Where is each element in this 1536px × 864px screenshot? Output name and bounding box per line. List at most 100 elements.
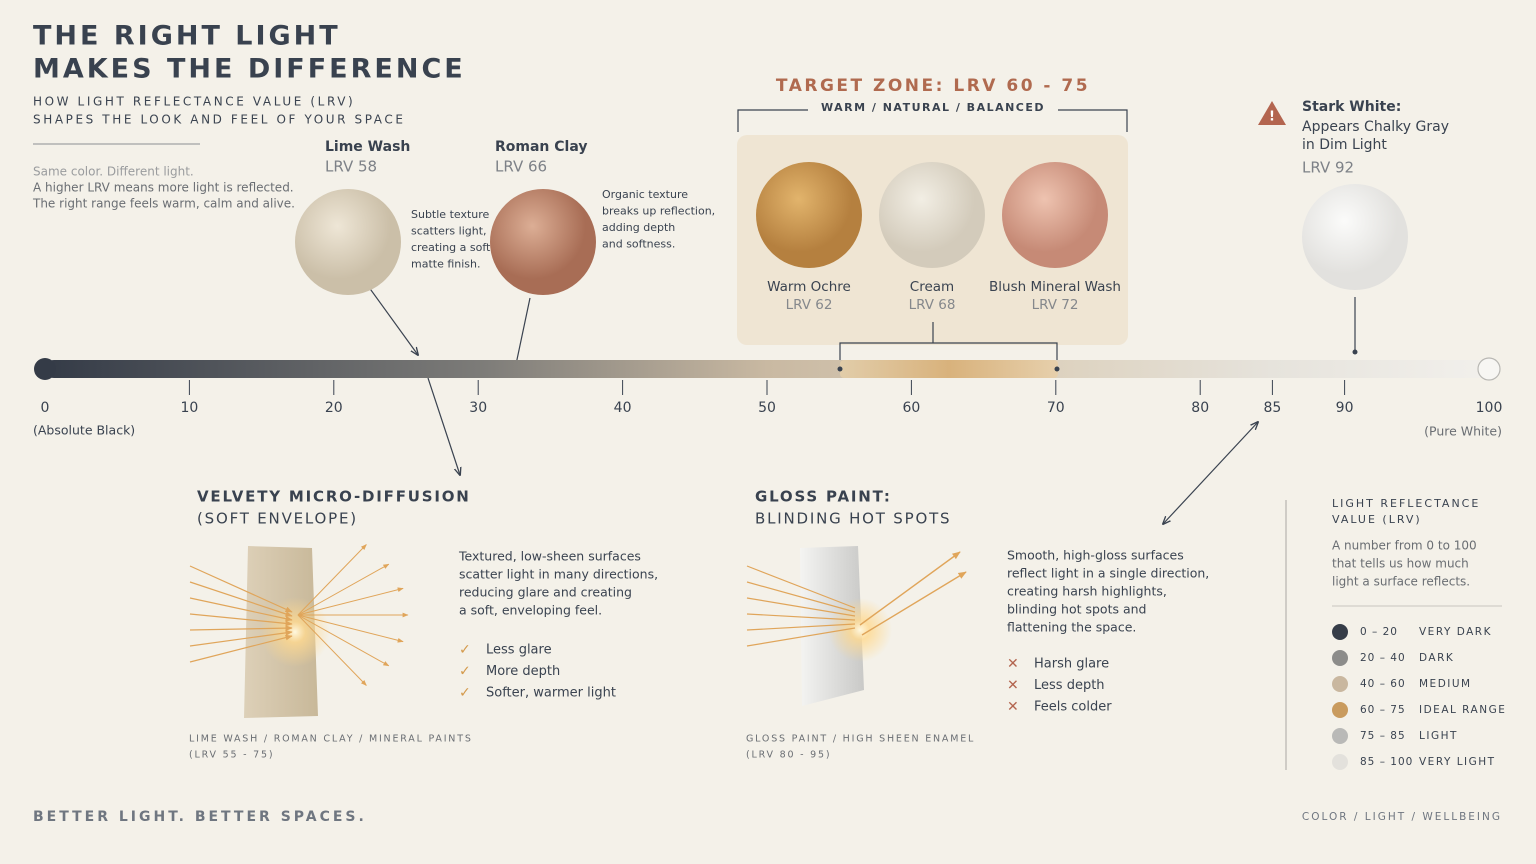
light-ray [746, 581, 856, 613]
legend-text: light a surface reflects. [1332, 575, 1470, 589]
tick-label: 40 [614, 400, 632, 416]
stark-text: in Dim Light [1302, 137, 1387, 153]
footer-tagline: BETTER LIGHT. BETTER SPACES. [33, 809, 367, 825]
panel-point: Harsh glare [1034, 657, 1109, 672]
tick-label: 90 [1336, 400, 1354, 416]
panel-point: More depth [486, 664, 560, 679]
tick-label: 10 [180, 400, 198, 416]
reflected-ray [861, 571, 967, 636]
tick-label: 80 [1191, 400, 1209, 416]
title: THE RIGHT LIGHT [33, 21, 341, 52]
light-ray [746, 597, 856, 617]
scattered-ray [297, 587, 404, 616]
light-ray [746, 565, 856, 609]
sample-name: Lime Wash [325, 139, 410, 155]
tick-label: 20 [325, 400, 343, 416]
legend-text: A number from 0 to 100 [1332, 539, 1477, 553]
legend-label: VERY DARK [1419, 626, 1492, 638]
point-icon: ✓ [459, 664, 471, 680]
panel-body: scatter light in many directions, [459, 567, 658, 582]
scale-max-label: (Pure White) [1424, 424, 1502, 439]
legend-dot [1332, 650, 1348, 666]
sample-lrv: LRV 58 [325, 158, 377, 176]
legend-text: that tells us how much [1332, 557, 1469, 571]
point-icon: ✓ [459, 685, 471, 701]
svg-text:!: ! [1269, 110, 1275, 125]
legend-range: 85 – 100 [1360, 756, 1413, 768]
point-icon: ✕ [1007, 656, 1019, 672]
panel-body: creating harsh highlights, [1007, 584, 1167, 599]
legend-title: LIGHT REFLECTANCE [1332, 497, 1480, 510]
point-icon: ✓ [459, 642, 471, 658]
scattered-ray [297, 614, 390, 667]
panel-body: Textured, low-sheen surfaces [458, 549, 641, 564]
tick-label: 50 [758, 400, 776, 416]
tick-label: 85 [1263, 400, 1281, 416]
panel-footnote: LIME WASH / ROMAN CLAY / MINERAL PAINTS [189, 734, 473, 745]
lrv-bar [45, 360, 1489, 378]
sample-note: breaks up reflection, [602, 205, 715, 218]
panel-footnote: (LRV 55 - 75) [189, 750, 274, 761]
swatch-lrv: LRV 72 [1032, 297, 1079, 313]
panel-body: Smooth, high-gloss surfaces [1007, 548, 1184, 563]
legend-dot [1332, 676, 1348, 692]
intro-text: A higher LRV means more light is reflect… [33, 181, 294, 195]
swatch [295, 189, 401, 295]
reflected-ray [859, 551, 961, 626]
legend-label: DARK [1419, 652, 1454, 664]
bar-start [34, 358, 56, 380]
panel-body: reducing glare and creating [459, 585, 632, 600]
footer-tags: COLOR / LIGHT / WELLBEING [1302, 811, 1502, 823]
sample-note: creating a soft, [411, 241, 494, 254]
tick-label: 100 [1476, 400, 1503, 416]
light-ray [189, 581, 293, 617]
scale-min-label: (Absolute Black) [33, 423, 135, 438]
legend-dot [1332, 754, 1348, 770]
scattered-ray [297, 614, 367, 686]
subtitle: HOW LIGHT REFLECTANCE VALUE (LRV) [33, 95, 355, 109]
panel-body: blinding hot spots and [1007, 602, 1146, 617]
panel-point: Less depth [1034, 678, 1105, 693]
sample-note: scatters light, [411, 225, 487, 238]
legend-dot [1332, 624, 1348, 640]
target-band [840, 360, 1058, 378]
stark-title: Stark White: [1302, 99, 1401, 115]
panel-point: Less glare [486, 643, 552, 658]
tick-label: 70 [1047, 400, 1065, 416]
legend-label: VERY LIGHT [1419, 756, 1496, 768]
light-ray [746, 623, 856, 631]
legend-range: 40 – 60 [1360, 678, 1406, 690]
legend-dot [1332, 702, 1348, 718]
light-ray [189, 597, 293, 622]
stark-text: Appears Chalky Gray [1302, 119, 1449, 135]
subtitle: SHAPES THE LOOK AND FEEL OF YOUR SPACE [33, 113, 406, 127]
scattered-ray [297, 544, 367, 616]
panel-body: a soft, enveloping feel. [459, 603, 602, 618]
swatch [1302, 184, 1408, 290]
light-ray [189, 634, 293, 663]
sample-note: Subtle texture [411, 208, 490, 221]
sample-note: and softness. [602, 238, 675, 251]
light-ray [189, 565, 293, 613]
legend-dot [1332, 728, 1348, 744]
legend-title: VALUE (LRV) [1332, 513, 1422, 526]
sample-note: adding depth [602, 221, 675, 234]
swatch [756, 162, 862, 268]
panel-footnote: (LRV 80 - 95) [746, 750, 831, 761]
light-ray [746, 613, 856, 621]
point-icon: ✕ [1007, 678, 1019, 694]
scattered-ray [297, 563, 390, 616]
tick-label: 30 [469, 400, 487, 416]
target-title: TARGET ZONE: LRV 60 - 75 [776, 76, 1090, 96]
panel-point: Softer, warmer light [486, 686, 616, 701]
light-ray [189, 625, 293, 632]
bar-end [1477, 357, 1501, 381]
tick-label: 60 [902, 400, 920, 416]
point-icon: ✕ [1007, 699, 1019, 715]
swatch-name: Warm Ochre [767, 279, 851, 295]
legend-label: MEDIUM [1419, 678, 1472, 690]
panel-title: VELVETY MICRO-DIFFUSION [197, 488, 471, 506]
scattered-ray [297, 614, 404, 643]
light-ray [189, 613, 293, 627]
